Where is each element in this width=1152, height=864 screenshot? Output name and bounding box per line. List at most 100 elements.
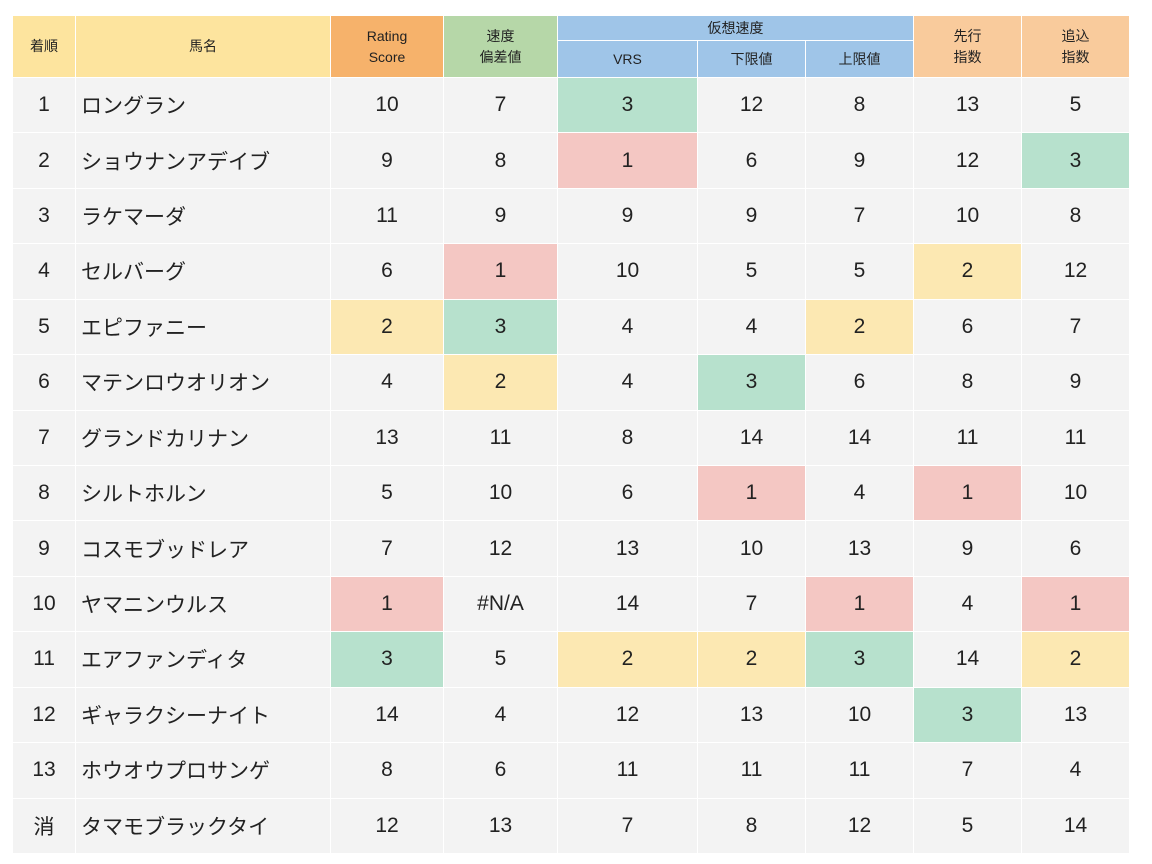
cell-text: 13 bbox=[955, 93, 980, 117]
data-cell: 3 bbox=[558, 78, 697, 133]
data-cell: 7 bbox=[914, 743, 1021, 798]
data-cell: 12 bbox=[331, 798, 443, 853]
header-text: 追込 bbox=[1061, 27, 1090, 44]
column-header: 先行 指数 bbox=[914, 16, 1021, 77]
cell-text: 2 bbox=[494, 370, 507, 394]
cell-text: 7 bbox=[853, 204, 866, 228]
data-cell: 4 bbox=[698, 299, 805, 355]
cell-text: 13 bbox=[615, 536, 640, 560]
data-cell: 1 bbox=[1022, 576, 1129, 632]
data-cell: 3 bbox=[914, 687, 1021, 743]
header-text: 偏差値 bbox=[479, 48, 522, 65]
data-cell: 8 bbox=[558, 410, 697, 465]
cell-text: コスモブッドレア bbox=[81, 538, 249, 562]
cell-text: 1 bbox=[621, 148, 634, 172]
cell-text: 5 bbox=[38, 314, 50, 338]
data-cell: 12 bbox=[1022, 244, 1129, 299]
data-cell: 11 bbox=[806, 743, 913, 798]
data-cell: 8 bbox=[698, 798, 805, 853]
cell-text: 9 bbox=[38, 536, 50, 560]
cell-text: 2 bbox=[853, 314, 866, 338]
data-cell: 13 bbox=[444, 798, 557, 853]
header-text: VRS bbox=[613, 50, 642, 67]
cell-text: 9 bbox=[494, 204, 507, 228]
cell-text: 3 bbox=[621, 93, 634, 117]
cell-text: 9 bbox=[621, 204, 634, 228]
header-text: 馬名 bbox=[189, 38, 217, 54]
data-cell: 1 bbox=[331, 576, 443, 632]
cell-text: 7 bbox=[1069, 314, 1082, 338]
data-cell: 10 bbox=[698, 521, 805, 576]
data-cell: #N/A bbox=[444, 576, 557, 632]
data-cell: 7 bbox=[331, 521, 443, 576]
data-cell: 10 bbox=[444, 466, 557, 521]
data-cell: 9 bbox=[331, 133, 443, 188]
data-cell: 8 bbox=[13, 466, 75, 521]
cell-text: 11 bbox=[376, 204, 398, 228]
data-cell: 13 bbox=[914, 78, 1021, 133]
data-cell: 13 bbox=[1022, 687, 1129, 743]
cell-text: ヤマニンウルス bbox=[81, 594, 228, 618]
cell-text: 4 bbox=[1069, 758, 1082, 782]
data-cell: 14 bbox=[558, 576, 697, 632]
header-text: 着順 bbox=[30, 38, 58, 54]
column-header: VRS bbox=[558, 41, 697, 77]
cell-text: 12 bbox=[955, 148, 980, 172]
data-cell: 13 bbox=[331, 410, 443, 465]
header-text: 速度 bbox=[486, 27, 515, 44]
horse-name-cell: ロングラン bbox=[76, 78, 330, 133]
data-cell: 14 bbox=[1022, 798, 1129, 853]
horse-name-cell: ヤマニンウルス bbox=[76, 576, 330, 632]
data-cell: 3 bbox=[13, 188, 75, 244]
header-text: 指数 bbox=[953, 48, 982, 65]
data-cell: 4 bbox=[914, 576, 1021, 632]
cell-text: 6 bbox=[1069, 536, 1082, 560]
data-cell: 11 bbox=[1022, 410, 1129, 465]
data-cell: 7 bbox=[806, 188, 913, 244]
data-cell: 4 bbox=[806, 466, 913, 521]
data-cell: 5 bbox=[698, 244, 805, 299]
horse-name-cell: ショウナンアデイブ bbox=[76, 133, 330, 188]
cell-text: 9 bbox=[745, 204, 758, 228]
horse-name-cell: マテンロウオリオン bbox=[76, 355, 330, 410]
cell-text: 4 bbox=[961, 592, 974, 616]
cell-text: 2 bbox=[1069, 647, 1082, 671]
cell-text: 1 bbox=[38, 93, 50, 117]
cell-text: 6 bbox=[38, 370, 50, 394]
cell-text: 3 bbox=[745, 370, 758, 394]
data-cell: 10 bbox=[806, 687, 913, 743]
cell-text: 1 bbox=[961, 481, 974, 505]
data-cell: 13 bbox=[806, 521, 913, 576]
data-cell: 5 bbox=[444, 632, 557, 687]
cell-text: 5 bbox=[853, 259, 866, 283]
cell-text: 12 bbox=[739, 93, 764, 117]
cell-text: 14 bbox=[955, 647, 980, 671]
data-cell: 6 bbox=[331, 244, 443, 299]
cell-text: 6 bbox=[745, 148, 758, 172]
cell-text: 5 bbox=[961, 813, 974, 837]
cell-text: 4 bbox=[494, 702, 507, 726]
cell-text: 11 bbox=[489, 425, 512, 449]
data-cell: 11 bbox=[558, 743, 697, 798]
cell-text: 6 bbox=[381, 259, 393, 283]
cell-text: 13 bbox=[488, 813, 513, 837]
cell-text: 5 bbox=[745, 259, 758, 283]
data-cell: 8 bbox=[914, 355, 1021, 410]
column-header: 速度 偏差値 bbox=[444, 16, 557, 77]
data-cell: 14 bbox=[331, 687, 443, 743]
data-cell: 12 bbox=[13, 687, 75, 743]
cell-text: 8 bbox=[745, 813, 758, 837]
data-cell: 1 bbox=[698, 466, 805, 521]
data-cell: 6 bbox=[698, 133, 805, 188]
data-cell: 9 bbox=[13, 521, 75, 576]
cell-text: 3 bbox=[494, 314, 507, 338]
cell-text: 10 bbox=[1063, 481, 1088, 505]
cell-text: 12 bbox=[1063, 259, 1088, 283]
cell-text: 3 bbox=[38, 204, 50, 228]
data-cell: 3 bbox=[444, 299, 557, 355]
data-cell: 6 bbox=[444, 743, 557, 798]
cell-text: 14 bbox=[1063, 813, 1088, 837]
cell-text: 6 bbox=[494, 758, 507, 782]
data-cell: 11 bbox=[444, 410, 557, 465]
data-cell: 3 bbox=[1022, 133, 1129, 188]
